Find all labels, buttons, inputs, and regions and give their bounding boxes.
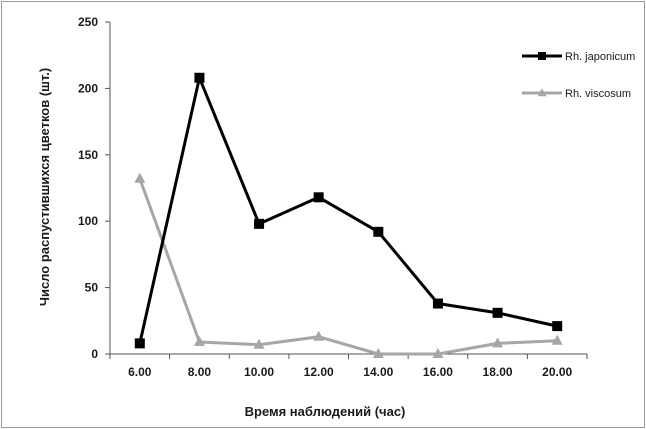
data-point	[492, 337, 504, 348]
y-tick-label: 250	[78, 15, 98, 29]
x-tick-label: 10.00	[244, 365, 274, 379]
data-point	[134, 338, 145, 349]
legend-marker	[537, 88, 547, 97]
series-line	[138, 178, 558, 356]
data-point	[492, 307, 503, 318]
data-point	[313, 330, 325, 341]
series-viscosum	[134, 172, 563, 358]
data-point	[432, 348, 444, 358]
data-point	[432, 298, 443, 309]
data-point	[254, 218, 265, 229]
data-point	[194, 72, 205, 83]
data-point	[373, 226, 384, 237]
legend-item: Rh. japonicum	[522, 51, 635, 63]
x-axis-title: Время наблюдений (час)	[245, 404, 406, 419]
data-point	[134, 172, 146, 183]
legend-label: Rh. japonicum	[565, 51, 635, 63]
series-layer	[134, 72, 563, 358]
data-point	[193, 336, 205, 347]
y-tick-label: 100	[78, 214, 98, 228]
x-tick-label: 8.00	[188, 365, 212, 379]
data-point	[372, 348, 384, 358]
y-tick-label: 150	[78, 148, 98, 162]
data-point	[551, 334, 563, 345]
x-tick-label: 20.00	[542, 365, 572, 379]
data-point	[253, 338, 265, 349]
legend-item: Rh. viscosum	[522, 88, 631, 100]
y-tick-label: 50	[85, 281, 99, 295]
x-tick-label: 6.00	[128, 365, 152, 379]
x-tick-label: 14.00	[363, 365, 393, 379]
axes	[109, 22, 587, 355]
y-axis-title: Число распустившихся цветков (шт.)	[37, 68, 52, 306]
y-tick-label: 0	[91, 347, 98, 361]
x-tick-label: 16.00	[423, 365, 453, 379]
y-tick-label: 200	[78, 81, 98, 95]
y-ticks: 0 50 100 150 200 250	[78, 15, 110, 361]
x-tick-label: 12.00	[304, 365, 334, 379]
legend-label: Rh. viscosum	[565, 88, 631, 100]
x-ticks: 6.00 8.00 10.00 12.00 14.00 16.00 18.00 20.00	[109, 354, 588, 379]
data-point	[552, 321, 563, 332]
series-line	[138, 76, 558, 344]
x-tick-label: 18.00	[483, 365, 513, 379]
series-japonicum	[134, 72, 563, 349]
legend: Rh. japonicum Rh. viscosum	[522, 51, 635, 100]
data-point	[313, 192, 324, 203]
legend-marker	[538, 52, 546, 60]
